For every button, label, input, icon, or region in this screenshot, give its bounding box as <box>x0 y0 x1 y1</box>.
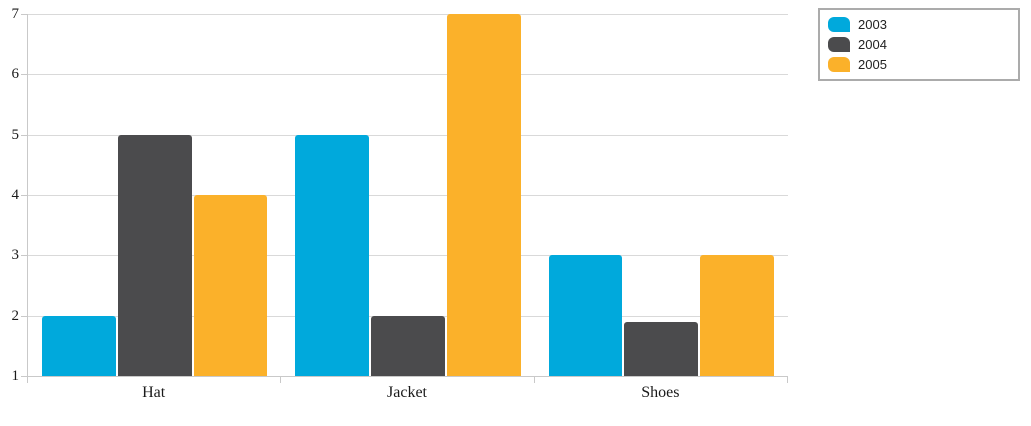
y-tick <box>21 315 27 317</box>
bar[interactable] <box>371 315 445 376</box>
x-axis-label: Hat <box>142 384 166 401</box>
y-axis-label: 3 <box>11 247 20 264</box>
legend-item[interactable]: 2005 <box>828 57 1010 72</box>
x-axis-label: Jacket <box>387 384 427 401</box>
y-axis-label: 7 <box>11 6 20 22</box>
gridline <box>28 255 788 257</box>
bar[interactable] <box>193 195 268 376</box>
plot-area <box>27 14 788 377</box>
legend-item-label: 2003 <box>858 17 887 32</box>
gridline <box>28 14 788 15</box>
legend-marker-icon <box>828 57 850 72</box>
bar[interactable] <box>295 134 370 376</box>
legend: 2003 2004 2005 <box>818 8 1020 81</box>
bar[interactable] <box>42 315 116 376</box>
bar[interactable] <box>624 321 699 376</box>
gridline <box>28 74 788 76</box>
y-tick <box>21 195 27 196</box>
x-tick <box>533 377 535 383</box>
legend-item-label: 2005 <box>858 57 887 72</box>
legend-marker-icon <box>828 37 850 52</box>
y-axis-label: 2 <box>11 307 20 324</box>
legend-item[interactable]: 2004 <box>828 37 1010 52</box>
bar[interactable] <box>446 14 521 376</box>
legend-item[interactable]: 2003 <box>828 17 1010 32</box>
y-tick <box>21 255 27 257</box>
y-tick <box>21 74 27 76</box>
y-tick <box>21 134 27 136</box>
y-tick <box>21 14 27 15</box>
legend-item-label: 2004 <box>858 37 887 52</box>
x-axis-label: Shoes <box>641 384 680 401</box>
y-axis-label: 6 <box>11 66 20 83</box>
gridline <box>28 195 788 196</box>
y-axis-label: 1 <box>11 368 20 384</box>
y-axis-label: 4 <box>11 187 20 203</box>
x-tick <box>27 377 28 383</box>
x-tick <box>787 377 788 383</box>
bar[interactable] <box>117 134 192 376</box>
y-tick <box>21 376 27 377</box>
x-tick <box>280 377 282 383</box>
bar[interactable] <box>548 255 623 376</box>
bar[interactable] <box>700 255 774 376</box>
y-axis-label: 5 <box>11 126 20 143</box>
legend-marker-icon <box>828 17 850 32</box>
gridline <box>28 134 788 136</box>
